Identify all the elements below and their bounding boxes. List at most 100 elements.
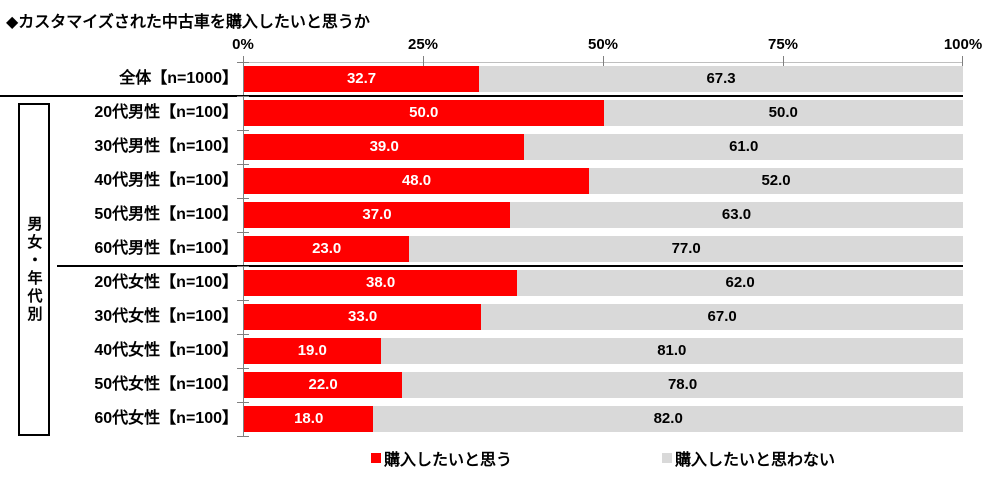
- bar-track: 18.0 82.0: [244, 406, 963, 432]
- chart-title: ◆カスタマイズされた中古車を購入したいと思うか: [6, 14, 370, 31]
- category-label: 60代男性【n=100】: [94, 240, 238, 257]
- bar-segment-no: 63.0: [510, 202, 963, 228]
- value-label-no: 67.0: [707, 308, 737, 325]
- bar-segment-yes: 23.0: [244, 236, 410, 262]
- bar-segment-no: 62.0: [517, 270, 963, 296]
- value-label-no: 77.0: [671, 240, 701, 257]
- bar-rows: 全体【n=1000】 32.7 67.3 20代男性【n=100】 50.0 50.0 30…: [0, 62, 1000, 436]
- value-label-yes: 48.0: [401, 172, 432, 189]
- bar-track: 37.0 63.0: [244, 202, 963, 228]
- bar-track: 33.0 67.0: [244, 304, 963, 330]
- value-label-yes: 18.0: [294, 410, 324, 427]
- category-label: 20代女性【n=100】: [94, 274, 238, 291]
- bar-segment-yes: 18.0: [244, 406, 374, 432]
- bar-track: 39.0 61.0: [244, 134, 963, 160]
- chart-row: 40代女性【n=100】 19.0 81.0: [0, 334, 1000, 368]
- bar-track: 38.0 62.0: [244, 270, 963, 296]
- y-axis-tick-mark: [237, 62, 249, 63]
- x-axis-tick-label: 0%: [232, 36, 254, 53]
- x-axis-tick-label: 50%: [587, 36, 619, 53]
- value-label-no: 67.3: [706, 70, 736, 87]
- bar-segment-yes: 48.0: [244, 168, 590, 194]
- y-axis-tick-mark: [237, 96, 249, 97]
- separator-total-line: [0, 95, 963, 97]
- bar-segment-yes: 39.0: [244, 134, 525, 160]
- x-axis-tick-mark: [603, 56, 604, 66]
- category-label: 60代女性【n=100】: [94, 410, 238, 427]
- chart-row: 30代男性【n=100】 39.0 61.0: [0, 130, 1000, 164]
- value-label-no: 50.0: [768, 104, 798, 121]
- chart-row: 60代男性【n=100】 23.0 77.0: [0, 232, 1000, 266]
- chart-row: 30代女性【n=100】 33.0 67.0: [0, 300, 1000, 334]
- legend-swatch-no-icon: [662, 453, 672, 463]
- category-label: 20代男性【n=100】: [94, 104, 238, 121]
- bar-segment-no: 67.3: [479, 66, 963, 92]
- y-axis-tick-mark: [237, 130, 249, 131]
- x-axis-tick-mark: [962, 56, 963, 66]
- y-axis-line: [243, 62, 244, 436]
- value-label-yes: 19.0: [297, 342, 327, 359]
- bar-segment-no: 81.0: [380, 338, 963, 364]
- legend-item-yes: 購入したいと思う: [370, 446, 512, 470]
- bar-segment-yes: 38.0: [244, 270, 518, 296]
- category-label: 30代女性【n=100】: [94, 308, 238, 325]
- group-bracket-box: 男女・年代別: [18, 103, 50, 436]
- bar-segment-yes: 37.0: [244, 202, 511, 228]
- chart-row: 50代男性【n=100】 37.0 63.0: [0, 198, 1000, 232]
- chart-row: 60代女性【n=100】 18.0 82.0: [0, 402, 1000, 436]
- bar-segment-no: 67.0: [481, 304, 963, 330]
- category-label: 40代女性【n=100】: [94, 342, 238, 359]
- y-axis-tick-mark: [237, 334, 249, 335]
- category-label: 全体【n=1000】: [119, 70, 238, 87]
- chart-row: 20代男性【n=100】 50.0 50.0: [0, 96, 1000, 130]
- bar-segment-yes: 32.7: [244, 66, 480, 92]
- legend-swatch-yes-icon: [370, 453, 381, 463]
- bar-segment-no: 52.0: [589, 168, 963, 194]
- value-label-no: 81.0: [657, 342, 687, 359]
- bar-segment-no: 82.0: [373, 406, 963, 432]
- y-axis-tick-mark: [237, 198, 249, 199]
- y-axis-tick-mark: [237, 232, 249, 233]
- bar-segment-yes: 50.0: [244, 100, 604, 126]
- x-axis-tick-mark: [243, 56, 244, 66]
- x-axis-tick-label: 100%: [943, 36, 983, 53]
- value-label-yes: 33.0: [348, 308, 378, 325]
- legend-label-yes: 購入したいと思う: [383, 452, 512, 469]
- value-label-yes: 39.0: [369, 138, 399, 155]
- value-label-yes: 37.0: [362, 206, 392, 223]
- y-axis-tick-mark: [237, 300, 249, 301]
- value-label-no: 63.0: [721, 206, 752, 223]
- x-axis-tick-label: 25%: [407, 36, 439, 53]
- y-axis-tick-mark: [237, 368, 249, 369]
- chart-row: 50代女性【n=100】 22.0 78.0: [0, 368, 1000, 402]
- bar-track: 23.0 77.0: [244, 236, 963, 262]
- chart-row: 40代男性【n=100】 48.0 52.0: [0, 164, 1000, 198]
- y-axis-tick-mark: [237, 402, 249, 403]
- category-label: 50代女性【n=100】: [94, 376, 238, 393]
- bar-track: 48.0 52.0: [244, 168, 963, 194]
- bar-segment-no: 50.0: [603, 100, 963, 126]
- bar-segment-no: 78.0: [402, 372, 963, 398]
- chart-row: 全体【n=1000】 32.7 67.3: [0, 62, 1000, 96]
- bar-segment-yes: 19.0: [244, 338, 381, 364]
- x-axis-tick-label: 75%: [767, 36, 799, 53]
- bar-segment-yes: 33.0: [244, 304, 482, 330]
- category-label: 30代男性【n=100】: [94, 138, 238, 155]
- bar-segment-no: 77.0: [409, 236, 963, 262]
- value-label-yes: 38.0: [366, 274, 396, 291]
- bar-track: 22.0 78.0: [244, 372, 963, 398]
- y-axis-tick-mark: [237, 266, 249, 267]
- bar-segment-yes: 22.0: [244, 372, 403, 398]
- legend: 購入したいと思う 購入したいと思わない: [243, 446, 963, 470]
- y-axis-tick-mark: [237, 164, 249, 165]
- bar-track: 32.7 67.3: [244, 66, 963, 92]
- category-label: 50代男性【n=100】: [94, 206, 238, 223]
- value-label-yes: 23.0: [312, 240, 342, 257]
- value-label-no: 82.0: [653, 410, 683, 427]
- x-axis-tick-mark: [783, 56, 784, 66]
- bar-track: 19.0 81.0: [244, 338, 963, 364]
- value-label-no: 52.0: [761, 172, 791, 189]
- value-label-yes: 32.7: [346, 70, 377, 87]
- value-label-yes: 50.0: [409, 104, 439, 121]
- x-axis-tick-mark: [423, 56, 424, 66]
